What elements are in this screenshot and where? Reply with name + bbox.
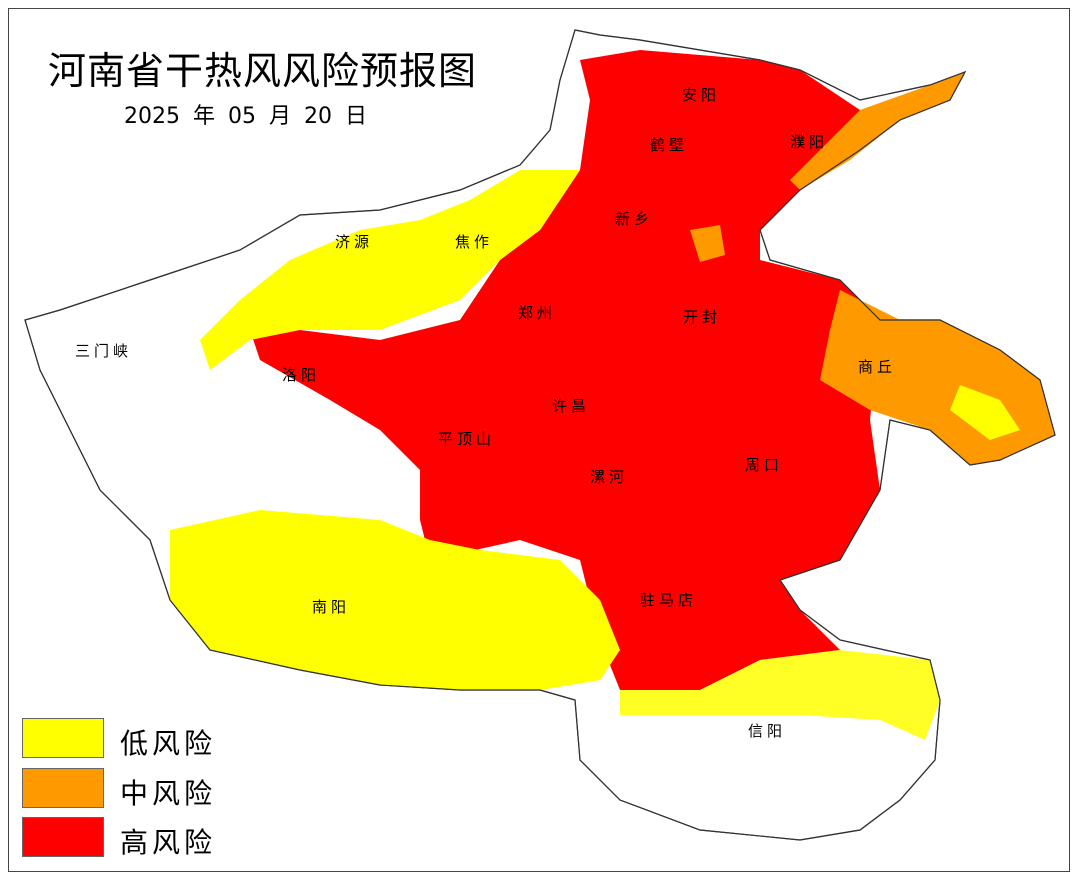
city-label-zhengzhou: 郑州 [518,304,556,322]
city-label-xuchang: 许昌 [552,397,590,415]
map-title: 河南省干热风风险预报图 [48,49,478,93]
city-label-xinyang: 信阳 [748,722,786,740]
province-outline-stroke [24,29,1056,841]
city-label-luohe: 漯河 [590,468,628,486]
city-label-nanyang: 南阳 [312,598,350,616]
city-label-anyang: 安阳 [682,86,720,104]
legend-label-medium: 中风险 [120,777,217,810]
city-label-sanmenxia: 三门峡 [75,342,132,360]
city-label-kaifeng: 开封 [683,308,721,326]
map-frame [8,8,1070,872]
city-label-hebi: 鹤壁 [650,136,688,154]
city-label-zhoukou: 周口 [745,456,783,474]
city-label-luoyang: 洛阳 [282,366,320,384]
city-label-puyang: 濮阳 [790,133,828,151]
legend-swatch-medium [22,768,104,808]
legend-label-high: 高风险 [120,826,217,859]
low-risk-region-south [620,650,940,740]
high-risk-region [250,50,900,690]
low-risk-region-east [950,385,1020,440]
city-label-shangqiu: 商丘 [858,358,896,376]
legend-label-low: 低风险 [120,727,217,760]
medium-risk-region-northeast [790,72,965,190]
low-risk-region-northwest [200,170,580,370]
city-label-pingdingshan: 平顶山 [438,430,495,448]
city-label-jiaozuo: 焦作 [455,233,493,251]
city-label-jiyuan: 济源 [335,233,373,251]
medium-risk-region-central [690,225,725,262]
city-label-zhumadian: 驻马店 [640,591,697,609]
legend-swatch-low [22,718,104,758]
legend-swatch-high [22,817,104,857]
forecast-date: 2025 年 05 月 20 日 [124,104,367,129]
low-risk-region-southwest [170,510,620,690]
city-label-xinxiang: 新乡 [615,210,653,228]
